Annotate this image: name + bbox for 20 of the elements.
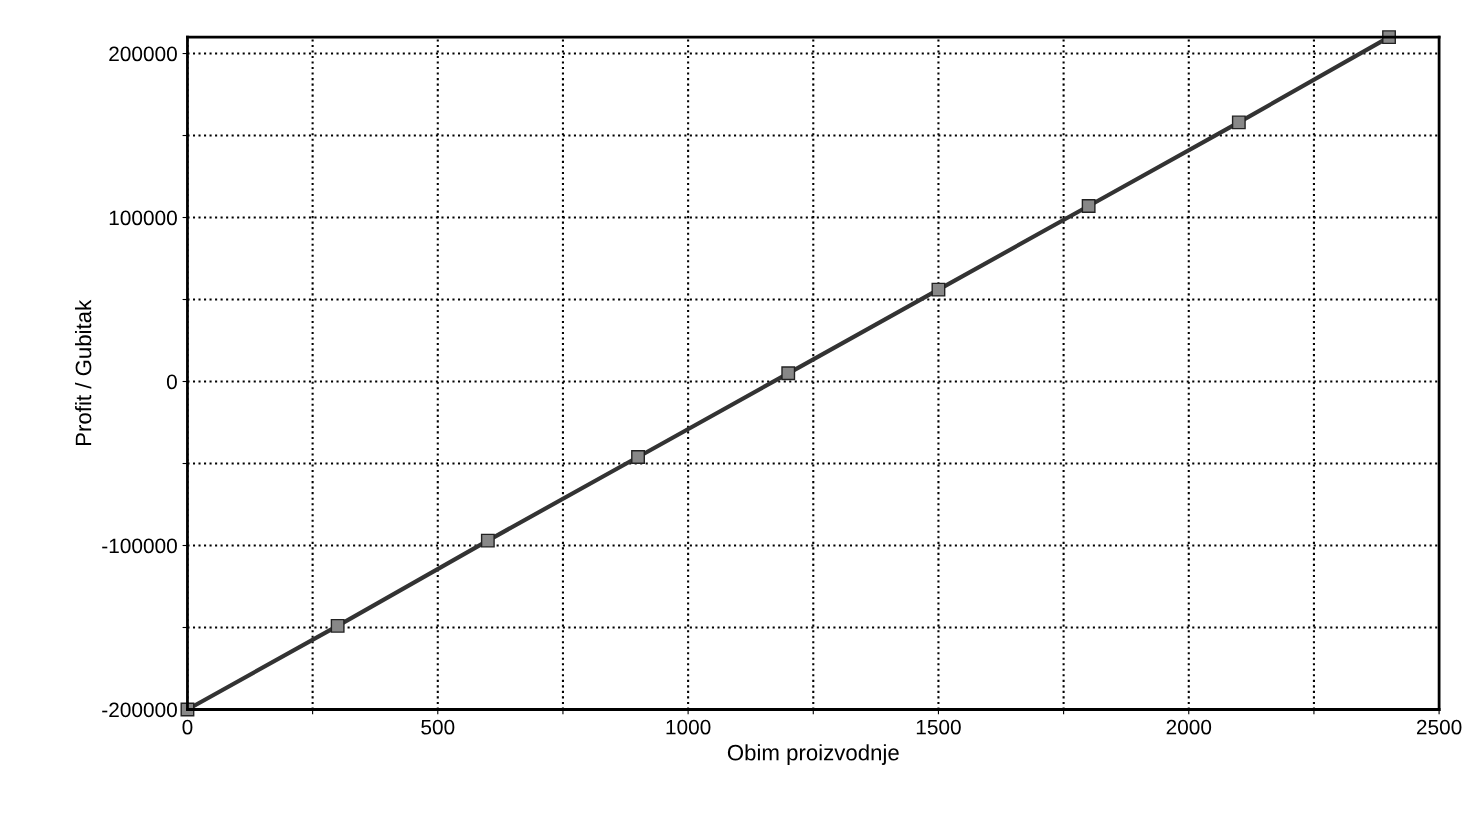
point xyxy=(781,366,796,381)
point xyxy=(931,282,946,297)
x-tick-label: 500 xyxy=(421,719,455,735)
x-tick-label: 1500 xyxy=(916,719,961,735)
point xyxy=(1231,115,1246,130)
point xyxy=(480,533,495,548)
y-tick-label: 0 xyxy=(166,374,177,390)
x-tick-label: 2500 xyxy=(1416,719,1462,735)
y-tick-label: 200000 xyxy=(109,46,177,62)
point xyxy=(330,618,345,633)
y-axis-title: Profit / Gubitak xyxy=(75,299,92,445)
y-tick-label: -200000 xyxy=(102,702,177,718)
point xyxy=(1081,199,1096,213)
y-tick-label: 100000 xyxy=(109,210,177,226)
x-axis-title: Obim proizvodnje xyxy=(727,744,899,765)
point xyxy=(631,450,645,464)
x-tick-label: 1000 xyxy=(666,719,711,735)
x-tick-label: 0 xyxy=(182,719,193,735)
y-tick-label: -100000 xyxy=(102,538,177,554)
x-tick-label: 2000 xyxy=(1166,719,1212,735)
